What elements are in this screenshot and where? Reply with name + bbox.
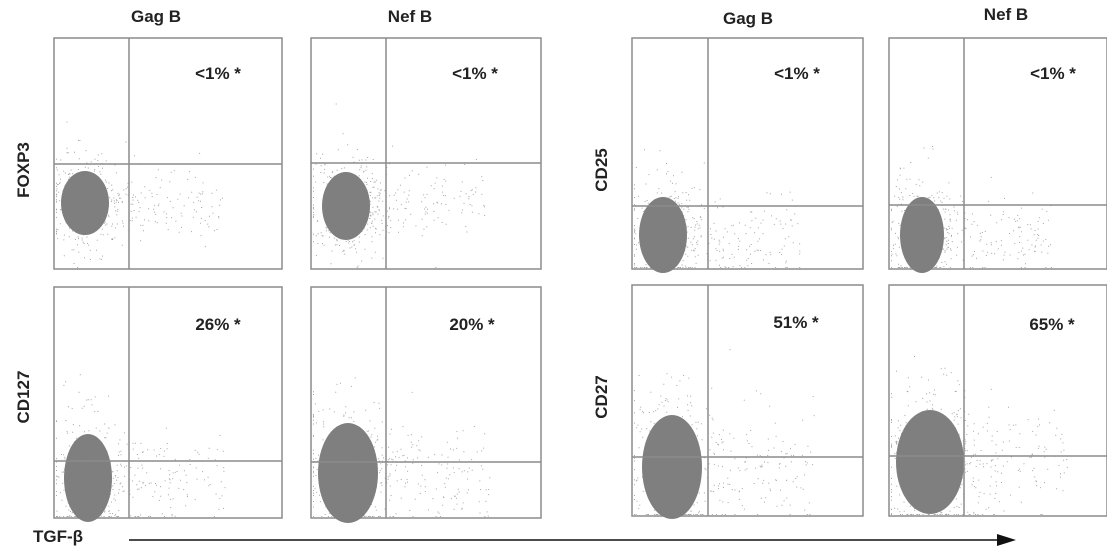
pct-cd25-nef: <1% *: [1030, 64, 1076, 83]
panel-cd25-nef: [888, 37, 1107, 273]
event-cluster: [318, 423, 378, 523]
event-cluster: [642, 415, 702, 519]
column-label-nef-b-right: Nef B: [984, 5, 1028, 24]
panel-cd27-gag: [631, 284, 864, 519]
pct-cd27-nef: 65% *: [1029, 315, 1075, 334]
row-label-cd27: CD27: [592, 375, 611, 418]
row-label-cd25: CD25: [592, 148, 611, 191]
column-label-gag-b-right: Gag B: [723, 9, 773, 28]
pct-cd25-gag: <1% *: [774, 64, 820, 83]
pct-foxp3-gag: <1% *: [195, 64, 241, 83]
pct-foxp3-nef: <1% *: [452, 64, 498, 83]
pct-cd127-gag: 26% *: [195, 315, 241, 334]
pct-cd27-gag: 51% *: [773, 313, 819, 332]
panel-foxp3-nef: [310, 37, 542, 270]
event-dots: [891, 356, 1068, 515]
event-cluster: [639, 197, 687, 273]
panel-cd127-gag: [53, 286, 283, 522]
pct-cd127-nef: 20% *: [449, 315, 495, 334]
event-cluster: [64, 434, 112, 522]
x-axis-label: TGF-β: [33, 527, 83, 546]
event-dots: [634, 149, 801, 268]
column-label-nef-b-left: Nef B: [388, 7, 432, 26]
panel-cd25-gag: [631, 37, 864, 273]
event-dots: [313, 377, 491, 517]
dot-plot-panels: [53, 37, 1107, 523]
panel-foxp3-gag: [53, 37, 283, 270]
event-cluster: [896, 410, 964, 514]
event-cluster: [900, 197, 944, 273]
row-label-cd127: CD127: [14, 371, 33, 424]
panel-cd127-nef: [310, 286, 542, 523]
event-cluster: [322, 172, 370, 240]
x-axis-arrow-head: [997, 534, 1016, 546]
panel-cd27-nef: [888, 284, 1107, 517]
row-label-foxp3: FOXP3: [14, 142, 33, 198]
column-label-gag-b-left: Gag B: [131, 7, 181, 26]
